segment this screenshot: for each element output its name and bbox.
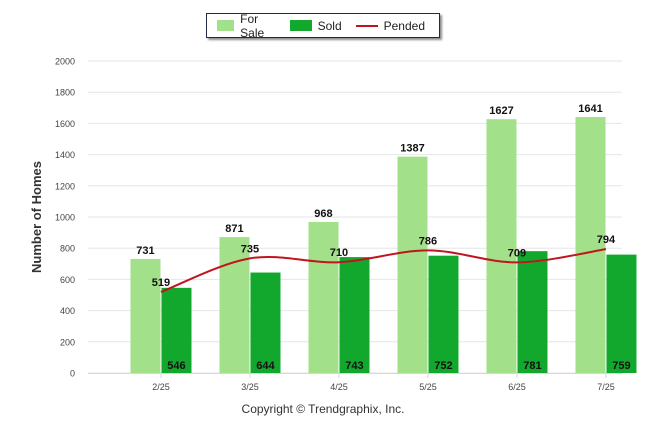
data-label-pended: 709 <box>508 247 526 259</box>
bar-for-sale <box>486 119 517 373</box>
legend-item-for-sale[interactable]: For Sale <box>217 12 276 40</box>
data-label-for-sale: 1387 <box>400 143 424 155</box>
legend-item-pended[interactable]: Pended <box>355 18 425 33</box>
y-tick-label: 1000 <box>55 213 75 223</box>
y-tick-label: 1200 <box>55 181 75 191</box>
bar-for-sale <box>219 237 250 373</box>
data-label-pended: 735 <box>241 243 259 255</box>
y-tick-label: 1400 <box>55 150 75 160</box>
y-tick-label: 1600 <box>55 119 75 129</box>
data-label-pended: 710 <box>330 247 348 259</box>
data-label-pended: 786 <box>419 235 437 247</box>
data-label-for-sale: 871 <box>225 223 243 235</box>
x-tick-label: 6/25 <box>508 382 526 392</box>
y-tick-label: 0 <box>70 369 75 379</box>
x-tick-label: 4/25 <box>330 382 348 392</box>
legend-swatch-sold <box>289 20 312 31</box>
x-tick-label: 3/25 <box>241 382 259 392</box>
bar-for-sale <box>397 156 428 373</box>
x-tick-label: 5/25 <box>419 382 437 392</box>
y-tick-label: 800 <box>60 244 75 254</box>
legend-item-sold[interactable]: Sold <box>289 18 342 33</box>
bar-sold <box>428 255 459 373</box>
y-tick-label: 600 <box>60 275 75 285</box>
bar-for-sale <box>130 258 161 373</box>
y-tick-label: 200 <box>60 337 75 347</box>
x-tick-label: 2/25 <box>152 382 170 392</box>
data-label-for-sale: 1641 <box>578 103 602 115</box>
data-label-for-sale: 731 <box>136 245 154 257</box>
data-label-sold: 781 <box>523 360 541 372</box>
legend-label-for-sale: For Sale <box>240 11 265 40</box>
legend: For Sale Sold Pended <box>206 12 440 40</box>
data-label-sold: 759 <box>612 360 630 372</box>
bar-sold <box>161 287 192 373</box>
legend-swatch-for-sale <box>217 20 235 31</box>
data-label-sold: 743 <box>345 360 363 372</box>
bar-for-sale <box>308 221 339 373</box>
data-label-sold: 752 <box>434 360 452 372</box>
data-label-pended: 519 <box>152 277 170 289</box>
bar-for-sale <box>575 117 606 373</box>
legend-label-sold: Sold <box>317 18 342 33</box>
y-tick-label: 2000 <box>55 57 75 67</box>
line-pended <box>160 248 607 293</box>
legend-label-pended: Pended <box>383 18 425 33</box>
legend-swatch-pended <box>355 24 378 27</box>
data-label-sold: 546 <box>167 360 185 372</box>
y-tick-label: 400 <box>60 306 75 316</box>
bar-sold <box>339 257 370 373</box>
y-axis-title: Number of Homes <box>29 161 44 273</box>
data-label-for-sale: 968 <box>314 208 332 220</box>
copyright-text: Copyright © Trendgraphix, Inc. <box>241 402 405 416</box>
bar-sold <box>250 272 281 373</box>
bar-sold <box>517 251 548 373</box>
data-label-pended: 794 <box>597 234 616 246</box>
data-label-sold: 644 <box>256 360 275 372</box>
bar-sold <box>606 254 637 373</box>
data-label-for-sale: 1627 <box>489 105 513 117</box>
y-tick-label: 1800 <box>55 88 75 98</box>
x-tick-label: 7/25 <box>597 382 615 392</box>
